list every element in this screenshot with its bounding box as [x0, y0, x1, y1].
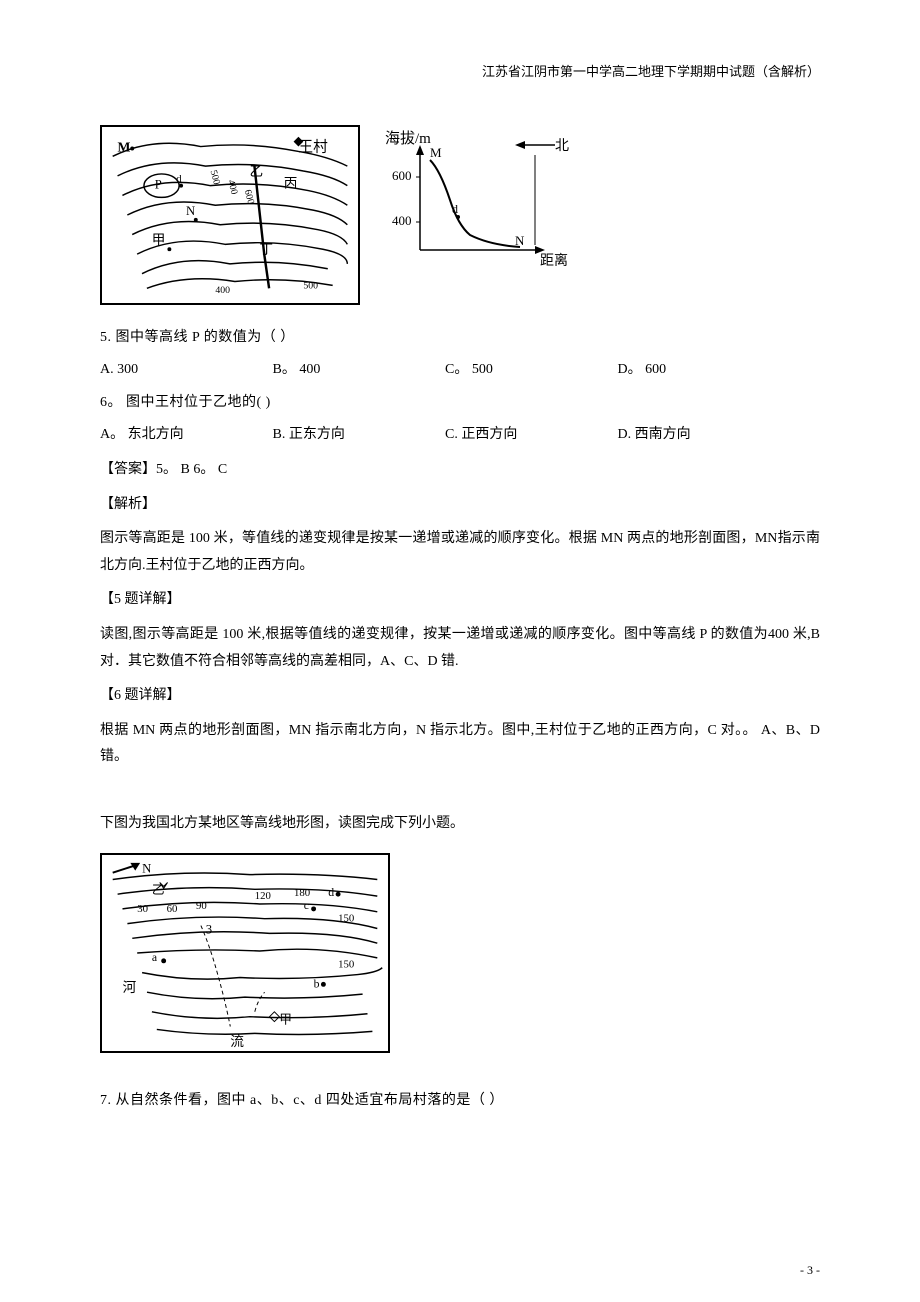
svg-text:30: 30 [137, 902, 148, 914]
header-title: 江苏省江阴市第一中学高二地理下学期期中试题（含解析） [482, 64, 820, 79]
q6-opt-b: B. 正东方向 [273, 422, 446, 449]
svg-text:P: P [155, 177, 162, 191]
q5-stem: 5. 图中等高线 P 的数值为（ ） [100, 325, 820, 352]
q5-options: A. 300 B。 400 C。 500 D。 600 [100, 357, 820, 384]
svg-text:120: 120 [255, 890, 271, 902]
svg-text:河: 河 [123, 980, 137, 995]
analysis-5-6-para: 图示等高距是 100 米，等值线的递变规律是按某一递增或递减的顺序变化。根据 M… [100, 526, 820, 579]
svg-text:b: b [314, 977, 320, 990]
svg-text:甲: 甲 [152, 232, 166, 247]
svg-text:600: 600 [392, 168, 412, 183]
q5-detail-label: 【5 题详解】 [100, 587, 820, 614]
svg-text:北: 北 [555, 138, 569, 154]
q7-stem: 7. 从自然条件看，图中 a、b、c、d 四处适宜布局村落的是（ ） [100, 1088, 820, 1115]
profile-chart-figure: 海拔/m 600 400 M d N 距离 北 [380, 125, 580, 275]
q5-opt-c: C。 500 [445, 357, 618, 384]
answers-5-6: 【答案】5。 B 6。 C [100, 457, 820, 484]
page-number: - 3 - [800, 1259, 820, 1282]
svg-text:N: N [515, 233, 525, 248]
q6-detail-label: 【6 题详解】 [100, 683, 820, 710]
svg-text:c: c [304, 898, 309, 911]
svg-text:M: M [430, 145, 442, 160]
svg-text:400: 400 [215, 285, 230, 296]
svg-text:丁: 丁 [259, 242, 273, 257]
analysis-label: 【解析】 [100, 492, 820, 519]
svg-text:180: 180 [294, 887, 310, 899]
q5-opt-b: B。 400 [273, 357, 446, 384]
contour-map-figure: M 王村 P d 乙 丙 N 甲 丁 500 400 600 500 400 [100, 125, 360, 305]
q6-opt-c: C. 正西方向 [445, 422, 618, 449]
svg-text:d: d [452, 202, 458, 216]
contour-map-figure-2: N 乙 30 60 90 120 180 d c 150 3 a b 150 甲… [100, 853, 390, 1053]
svg-text:d: d [176, 172, 182, 184]
svg-text:150: 150 [338, 958, 354, 970]
document-header: 江苏省江阴市第一中学高二地理下学期期中试题（含解析） [100, 60, 820, 85]
figure-row-2: N 乙 30 60 90 120 180 d c 150 3 a b 150 甲… [100, 853, 820, 1064]
svg-text:乙: 乙 [250, 164, 264, 179]
svg-text:N: N [186, 204, 195, 218]
section-intro: 下图为我国北方某地区等高线地形图，读图完成下列小题。 [100, 811, 820, 838]
svg-text:3: 3 [206, 922, 212, 936]
svg-text:60: 60 [167, 902, 178, 914]
q6-stem: 6。 图中王村位于乙地的( ) [100, 390, 820, 417]
svg-text:流: 流 [230, 1034, 244, 1049]
y-axis-label: 海拔/m [385, 130, 431, 147]
q6-detail: 根据 MN 两点的地形剖面图，MN 指示南北方向，N 指示北方。图中,王村位于乙… [100, 718, 820, 771]
svg-text:150: 150 [338, 912, 354, 924]
svg-text:400: 400 [392, 213, 412, 228]
svg-text:500: 500 [303, 280, 318, 291]
svg-text:王村: 王村 [298, 138, 328, 155]
q5-detail: 读图,图示等高距是 100 米,根据等值线的递变规律，按某一递增或递减的顺序变化… [100, 622, 820, 675]
svg-text:距离: 距离 [540, 252, 568, 269]
svg-text:N: N [142, 861, 151, 875]
q5-opt-a: A. 300 [100, 357, 273, 384]
svg-text:d: d [328, 886, 334, 899]
q6-opt-d: D. 西南方向 [618, 422, 791, 449]
svg-text:甲: 甲 [279, 1012, 292, 1026]
svg-text:a: a [152, 950, 158, 963]
q6-options: A。 东北方向 B. 正东方向 C. 正西方向 D. 西南方向 [100, 422, 820, 449]
svg-text:90: 90 [196, 899, 207, 911]
figure-row-1: M 王村 P d 乙 丙 N 甲 丁 500 400 600 500 400 海… [100, 125, 820, 305]
svg-text:M: M [118, 139, 131, 154]
q5-opt-d: D。 600 [618, 357, 791, 384]
q6-opt-a: A。 东北方向 [100, 422, 273, 449]
svg-text:丙: 丙 [284, 175, 298, 190]
